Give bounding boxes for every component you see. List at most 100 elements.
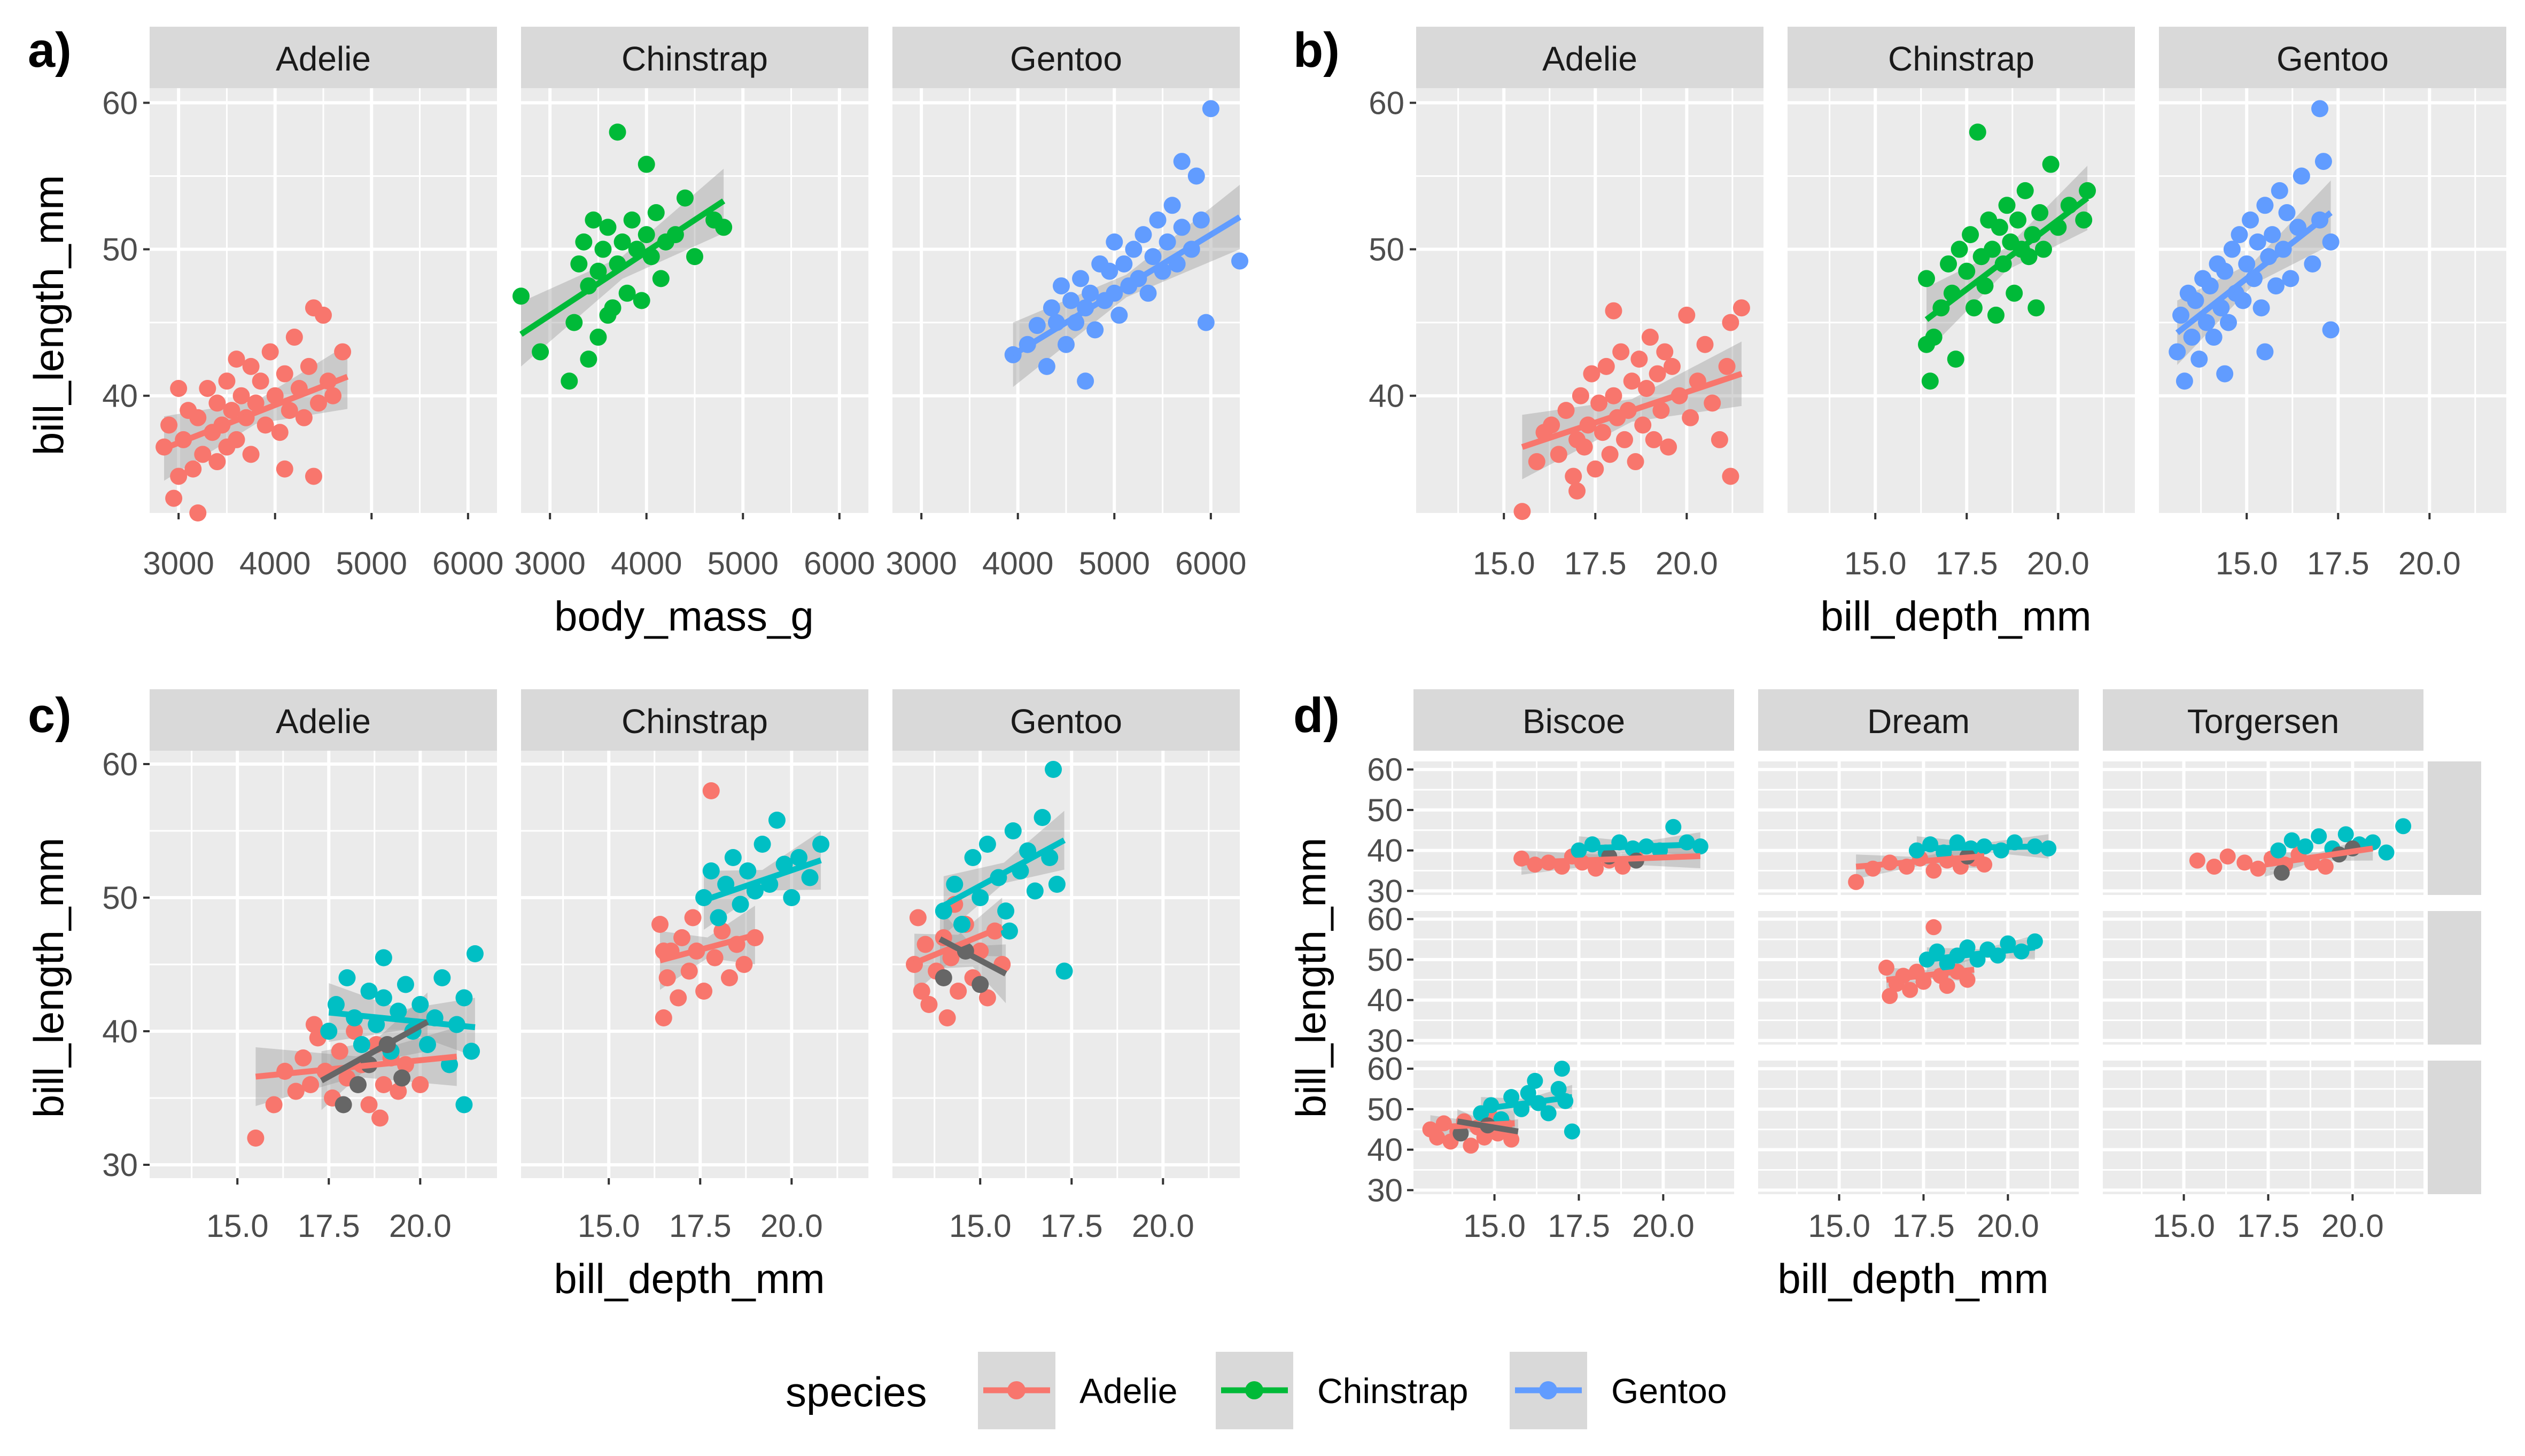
x-tick-label: 20.0 (1632, 1208, 1695, 1244)
facet-cell-data (1878, 919, 2043, 1005)
data-point (599, 306, 617, 324)
data-point (1605, 387, 1622, 404)
legend-item-gentoo: Gentoo (1510, 1352, 1727, 1429)
y-tick-label: 60 (1367, 901, 1403, 937)
data-point (1638, 379, 1656, 397)
facet-strip (1416, 27, 1763, 88)
facet-cell (1413, 911, 1734, 1045)
regression-line (1924, 196, 2089, 322)
data-point (997, 902, 1015, 920)
data-point (1958, 262, 1976, 280)
data-point (1601, 446, 1619, 463)
data-point (1058, 336, 1075, 353)
facet-chinstrap: Chinstrap 15.0 17.5 20.0 (1788, 27, 2135, 581)
x-tick-label: 17.5 (1040, 1208, 1103, 1244)
data-point (1925, 919, 1942, 936)
data-point (953, 916, 970, 933)
data-point (1947, 351, 1964, 368)
x-tick-label: 15.0 (1808, 1208, 1870, 1244)
facet-strip (521, 27, 868, 88)
facet-cell (1758, 911, 2079, 1045)
data-point (2282, 270, 2299, 287)
data-point (455, 989, 473, 1007)
data-point (2256, 343, 2274, 361)
data-point (978, 989, 996, 1007)
y-tick-label: 30 (102, 1147, 138, 1183)
data-point (1086, 321, 1104, 339)
x-axis-title: body_mass_g (554, 593, 814, 640)
data-point (512, 287, 530, 305)
data-point (623, 211, 641, 229)
data-point (315, 306, 332, 324)
facet-strip-col (1413, 689, 1734, 751)
x-tick-label: 20.0 (2027, 546, 2089, 581)
x-tick-label: 17.5 (1548, 1208, 1610, 1244)
data-point (1043, 299, 1060, 317)
facet-strip (150, 27, 497, 88)
data-point (1062, 292, 1080, 309)
x-tick-label: 15.0 (1844, 546, 1907, 581)
data-point (1565, 468, 1582, 485)
data-point (261, 343, 279, 361)
data-point (2201, 277, 2219, 295)
facet-strip-label: Torgersen (2187, 702, 2340, 741)
data-point (1634, 416, 1652, 434)
data-point (294, 1049, 312, 1066)
data-point (466, 945, 484, 962)
data-point (1969, 123, 1986, 141)
data-point (1882, 988, 1898, 1005)
regression-line (1916, 843, 2049, 852)
data-point (1557, 402, 1575, 419)
data-point (1583, 365, 1601, 383)
data-point (684, 909, 702, 926)
data-point (320, 1023, 338, 1040)
data-point (2234, 292, 2252, 309)
data-point (768, 812, 786, 829)
data-point (594, 240, 612, 258)
legend-title: species (786, 1368, 927, 1415)
data-point (1965, 299, 1983, 317)
data-point (1902, 982, 1918, 998)
data-point (909, 909, 927, 926)
data-point (585, 211, 602, 229)
y-axis-title: bill_length_mm (25, 175, 72, 456)
data-point (721, 969, 738, 986)
legend-item-label: Adelie (1079, 1371, 1177, 1411)
y-tick-label: 60 (1367, 1051, 1403, 1087)
data-point (1682, 409, 1699, 426)
facet-strip-label: Chinstrap (621, 702, 768, 741)
data-point (695, 983, 713, 1000)
x-tick-label: 17.5 (1892, 1208, 1955, 1244)
data-point (2206, 858, 2223, 875)
data-point (165, 489, 183, 507)
series-points-adelie (1513, 299, 1750, 520)
data-point (1527, 1072, 1543, 1089)
data-point (324, 387, 342, 404)
regression-line (320, 1019, 429, 1084)
legend: species Adelie Chinstrap Gentoo (786, 1352, 1727, 1429)
x-tick-label: 20.0 (2321, 1208, 2384, 1244)
data-point (710, 909, 727, 926)
data-point (735, 956, 753, 973)
data-point (1135, 226, 1152, 244)
data-point (1575, 438, 1593, 456)
data-point (1696, 336, 1714, 353)
data-point (1034, 809, 1051, 826)
x-tick-label: 6000 (1175, 546, 1246, 581)
regression-line (1457, 1118, 1519, 1135)
data-point (257, 416, 274, 434)
data-point (170, 468, 188, 485)
data-point (1192, 211, 1210, 229)
data-point (972, 889, 989, 906)
facet-chinstrap: Chinstrap 15.0 17.5 20.0 (521, 689, 868, 1244)
data-point (305, 468, 322, 485)
x-axis-title: bill_depth_mm (1777, 1255, 2048, 1302)
data-point (2264, 226, 2281, 244)
facet-strip-label: Biscoe (1522, 702, 1625, 741)
data-point (309, 394, 327, 412)
data-point (1645, 431, 1662, 448)
data-point (2250, 860, 2266, 877)
x-tick-label: 6000 (432, 546, 503, 581)
y-tick-label: 60 (1369, 85, 1404, 121)
data-point (753, 836, 771, 853)
